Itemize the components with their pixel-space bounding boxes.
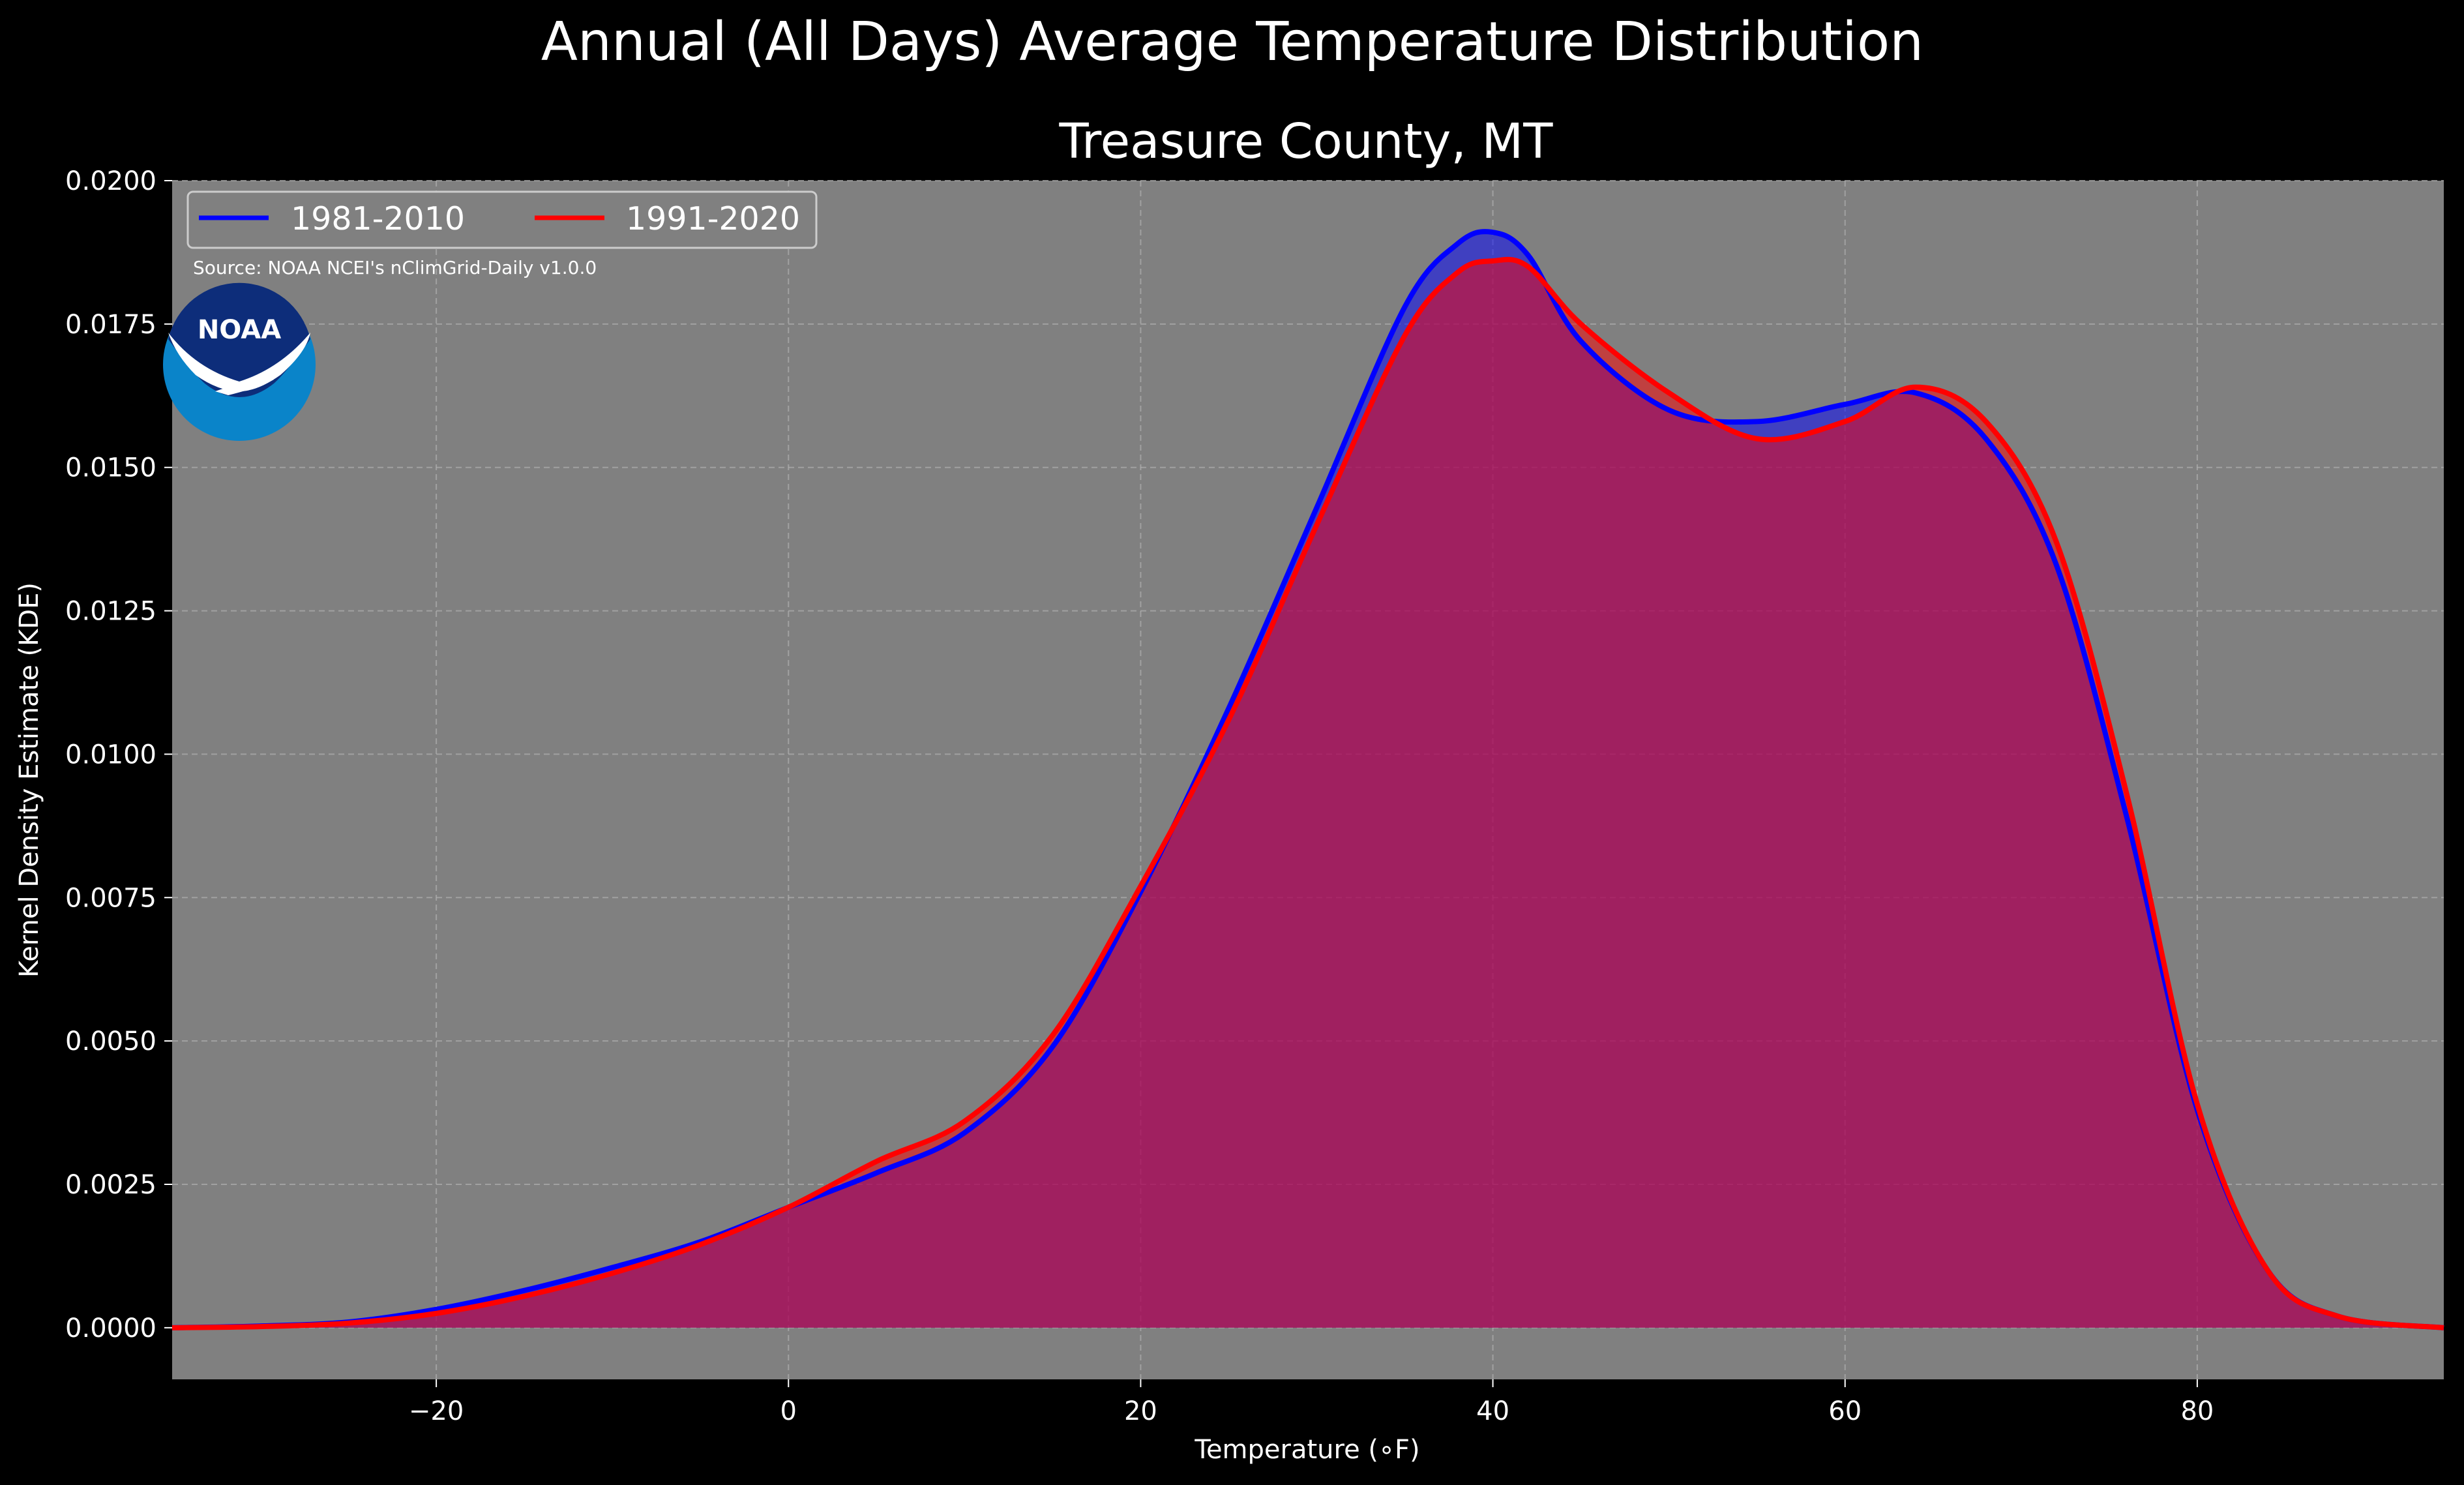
- area-1991-2020: [172, 259, 2444, 1328]
- noaa-logo-icon: NOAA: [163, 282, 316, 441]
- x-tick-label: 80: [2180, 1396, 2214, 1426]
- y-tick-label: 0.0050: [65, 1027, 156, 1057]
- legend-box: [186, 190, 818, 249]
- x-tick-label: 60: [1828, 1396, 1862, 1426]
- chart-title: Annual (All Days) Average Temperature Di…: [541, 11, 1923, 73]
- x-axis-label: Temperature (∘F): [1194, 1435, 1419, 1465]
- x-axis-ticks: −20 0 20 40 60 80: [409, 1379, 2214, 1426]
- y-tick-label: 0.0125: [65, 597, 156, 627]
- line-1991-2020: [171, 256, 2444, 1330]
- legend-label-1981-2010: 1981-2010: [291, 200, 465, 237]
- x-tick-label: 40: [1476, 1396, 1509, 1426]
- y-tick-label: 0.0175: [65, 310, 156, 340]
- y-tick-label: 0.0075: [65, 883, 156, 913]
- x-tick-label: 20: [1124, 1396, 1157, 1426]
- line-1981-2010: [171, 228, 2444, 1330]
- logo-gull-tail: [215, 380, 274, 395]
- legend: 1981-2010 1991-2020: [186, 190, 818, 249]
- y-tick-label: 0.0150: [65, 453, 156, 483]
- legend-label-1991-2020: 1991-2020: [626, 200, 800, 237]
- source-note: Source: NOAA NCEI's nClimGrid-Daily v1.0…: [193, 257, 597, 278]
- y-tick-label: 0.0200: [65, 166, 156, 196]
- logo-gull-wings: [168, 333, 310, 391]
- logo-text: NOAA: [198, 315, 281, 345]
- x-tick-label: 0: [780, 1396, 797, 1426]
- y-axis-label: Kernel Density Estimate (KDE): [14, 582, 44, 978]
- x-tick-label: −20: [409, 1396, 464, 1426]
- series-areas: [172, 231, 2444, 1328]
- y-axis-ticks: 0.0000 0.0025 0.0050 0.0075 0.0100 0.0125 0.01…: [65, 166, 172, 1343]
- series-lines: [171, 228, 2444, 1330]
- y-tick-label: 0.0100: [65, 740, 156, 770]
- chart-subtitle: Treasure County, MT: [1059, 113, 1554, 170]
- y-tick-label: 0.0000: [65, 1313, 156, 1343]
- y-tick-label: 0.0025: [65, 1170, 156, 1200]
